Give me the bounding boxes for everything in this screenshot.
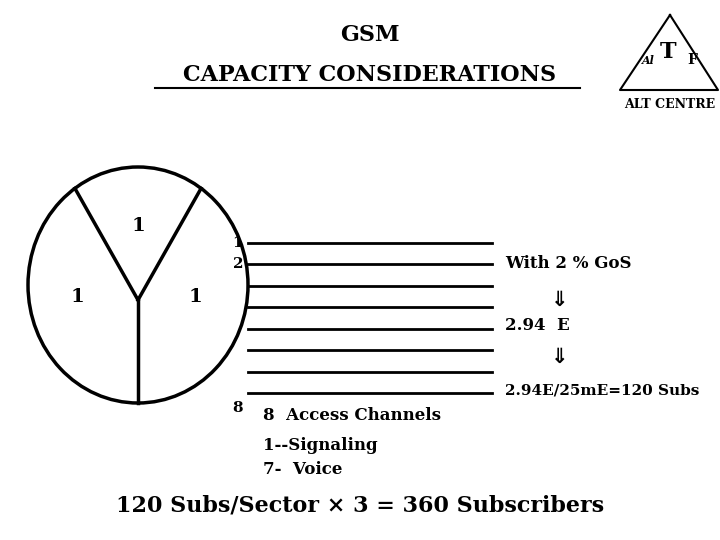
Text: 1: 1 <box>189 288 202 306</box>
Text: 2: 2 <box>233 258 243 272</box>
Text: Al: Al <box>642 55 654 65</box>
Text: 8  Access Channels: 8 Access Channels <box>263 407 441 423</box>
Text: 2.94E/25mE=120 Subs: 2.94E/25mE=120 Subs <box>505 383 699 397</box>
Text: 1: 1 <box>233 236 243 250</box>
Text: F: F <box>687 53 697 67</box>
Text: 7-  Voice: 7- Voice <box>263 462 343 478</box>
Text: 2.94  E: 2.94 E <box>505 316 570 334</box>
Text: 1: 1 <box>131 217 145 235</box>
Text: 1: 1 <box>71 288 84 306</box>
Text: CAPACITY CONSIDERATIONS: CAPACITY CONSIDERATIONS <box>184 64 557 86</box>
Text: With 2 % GoS: With 2 % GoS <box>505 254 631 272</box>
Text: GSM: GSM <box>341 24 400 46</box>
Text: ALT CENTRE: ALT CENTRE <box>624 98 716 111</box>
Text: 120 Subs/Sector × 3 = 360 Subscribers: 120 Subs/Sector × 3 = 360 Subscribers <box>116 494 604 516</box>
Text: ⇓: ⇓ <box>552 290 569 310</box>
Text: 8: 8 <box>233 401 243 415</box>
Text: 1--Signaling: 1--Signaling <box>263 436 377 454</box>
Text: ⇓: ⇓ <box>552 347 569 367</box>
Text: T: T <box>660 41 676 63</box>
